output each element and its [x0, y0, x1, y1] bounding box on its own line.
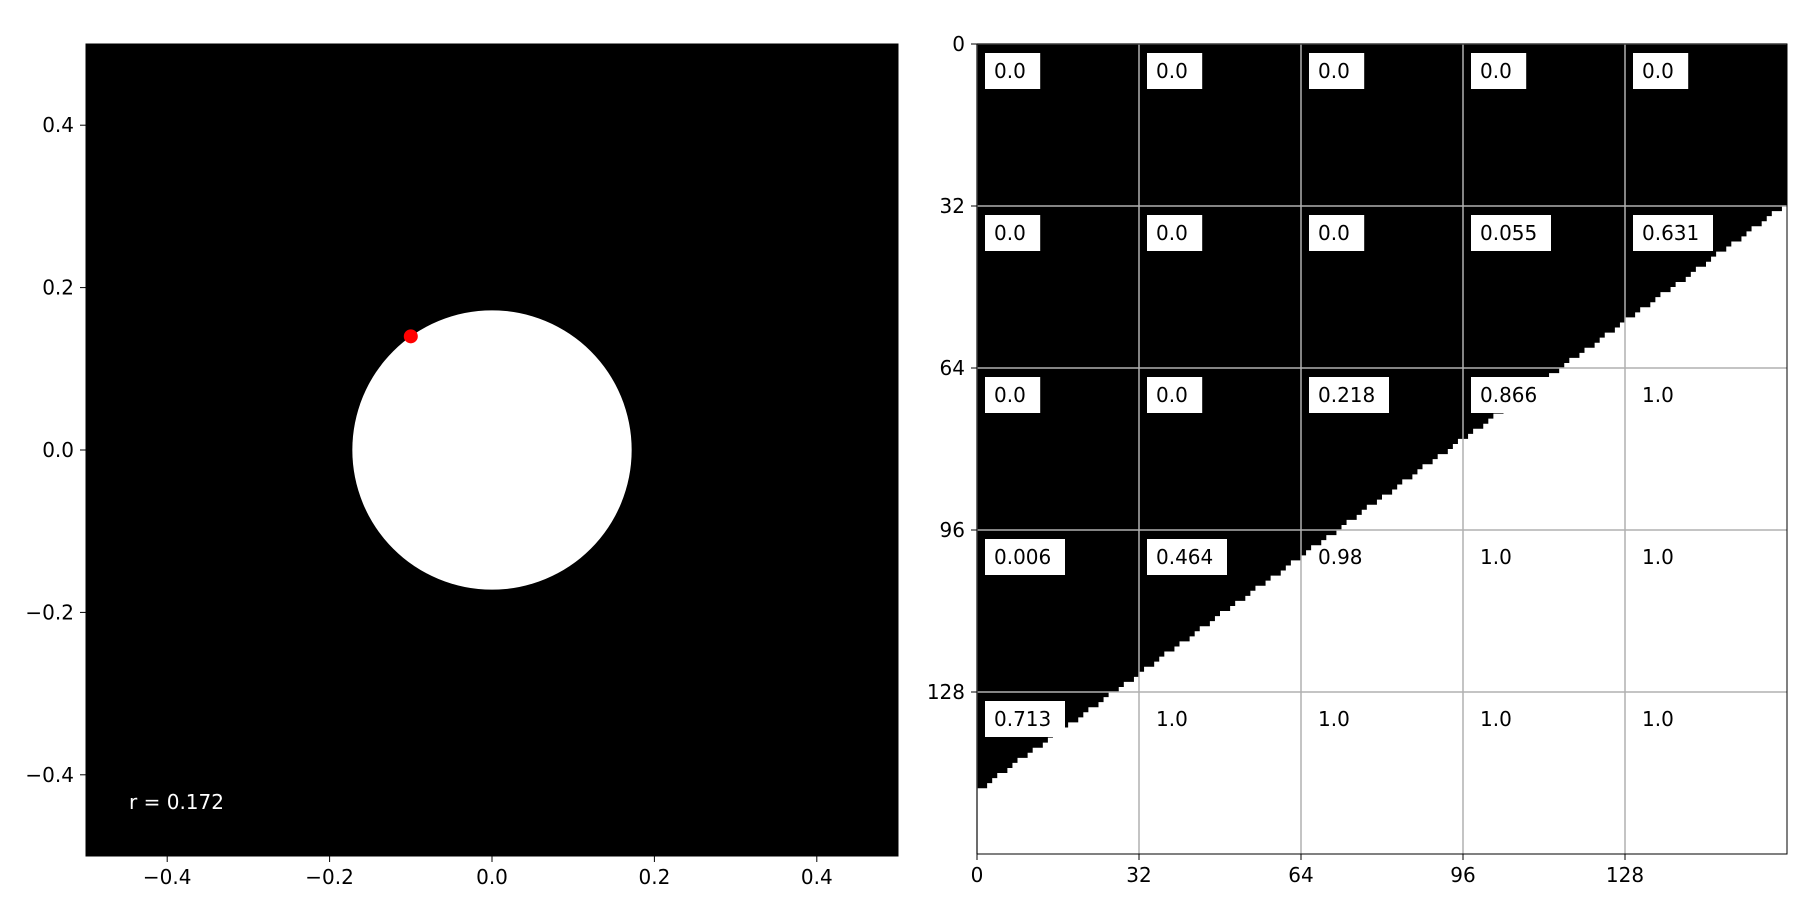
cell-label-box [1471, 53, 1527, 89]
cell-label-box [1309, 215, 1365, 251]
x-tick-label: −0.4 [143, 865, 192, 889]
cell-label-box [1147, 53, 1203, 89]
y-tick-label: 0.0 [42, 438, 74, 462]
cell-value-label: 0.0 [1156, 383, 1188, 407]
cell-label-box [985, 215, 1041, 251]
red-point [403, 329, 418, 344]
cell-value-label: 1.0 [1156, 707, 1188, 731]
x-tick-label: 64 [1288, 863, 1313, 887]
x-tick-label: 96 [1450, 863, 1475, 887]
x-tick-label: 128 [1606, 863, 1644, 887]
cell-value-label: 0.0 [1480, 59, 1512, 83]
cell-value-label: 0.713 [994, 707, 1051, 731]
cell-value-label: 0.98 [1318, 545, 1363, 569]
cell-label-box [1147, 539, 1227, 575]
cell-value-label: 0.0 [994, 221, 1026, 245]
cell-label-box [1147, 215, 1203, 251]
cell-value-label: 0.0 [1156, 221, 1188, 245]
cell-value-label: 1.0 [1318, 707, 1350, 731]
circle-chart-panel: r = 0.172 −0.4 −0.2 0.0 0.2 0.4 −0.4 −0.2 0.0 0.2… [25, 43, 899, 889]
cell-label-box [985, 701, 1065, 737]
cell-value-label: 0.0 [1642, 59, 1674, 83]
cell-value-label: 1.0 [1642, 383, 1674, 407]
x-tick-label: 0.0 [476, 865, 508, 889]
cell-value-label: 0.218 [1318, 383, 1375, 407]
white-disk [352, 310, 632, 590]
grid-frame [976, 43, 1788, 855]
cell-value-label: 0.0 [994, 383, 1026, 407]
y-tick-label: 128 [927, 680, 965, 704]
pixel-grid-chart-panel: 0.0 0.0 0.0 0.0 0.0 0.0 0.0 0.0 0.055 0.631 0.0 0.0… [927, 32, 1788, 887]
cell-value-label: 0.0 [1318, 221, 1350, 245]
x-tick-label: 0 [971, 863, 984, 887]
cell-value-label: 1.0 [1642, 545, 1674, 569]
cell-value-label: 0.055 [1480, 221, 1537, 245]
y-tick-label: −0.4 [25, 763, 74, 787]
y-tick-label: 0 [952, 32, 965, 56]
y-tick-label: 32 [940, 194, 965, 218]
cell-label-box [985, 53, 1041, 89]
cell-label-box [1147, 377, 1203, 413]
cell-value-label: 0.006 [994, 545, 1051, 569]
cell-value-label: 0.631 [1642, 221, 1699, 245]
cell-value-label: 0.866 [1480, 383, 1537, 407]
cell-label-box [1309, 53, 1365, 89]
cell-label-box [1471, 215, 1551, 251]
cell-value-label: 0.0 [1156, 59, 1188, 83]
cell-label-box [1633, 215, 1713, 251]
cell-value-label: 0.0 [994, 59, 1026, 83]
x-tick-label: −0.2 [305, 865, 354, 889]
radius-annotation: r = 0.172 [129, 790, 224, 814]
x-tick-label: 0.4 [801, 865, 833, 889]
cell-value-label: 1.0 [1480, 545, 1512, 569]
y-tick-label: 0.4 [42, 113, 74, 137]
cell-value-label: 1.0 [1642, 707, 1674, 731]
y-tick-label: 64 [940, 356, 965, 380]
x-tick-label: 0.2 [638, 865, 670, 889]
cell-value-label: 0.464 [1156, 545, 1213, 569]
y-tick-label: 0.2 [42, 276, 74, 300]
y-tick-label: 96 [940, 518, 965, 542]
cell-label-box [1633, 53, 1689, 89]
cell-label-box [1471, 377, 1551, 413]
cell-value-label: 1.0 [1480, 707, 1512, 731]
cell-label-box [1309, 377, 1389, 413]
y-tick-label: −0.2 [25, 600, 74, 624]
cell-label-box [985, 377, 1041, 413]
cell-label-box [985, 539, 1065, 575]
cell-value-label: 0.0 [1318, 59, 1350, 83]
x-tick-label: 32 [1126, 863, 1151, 887]
